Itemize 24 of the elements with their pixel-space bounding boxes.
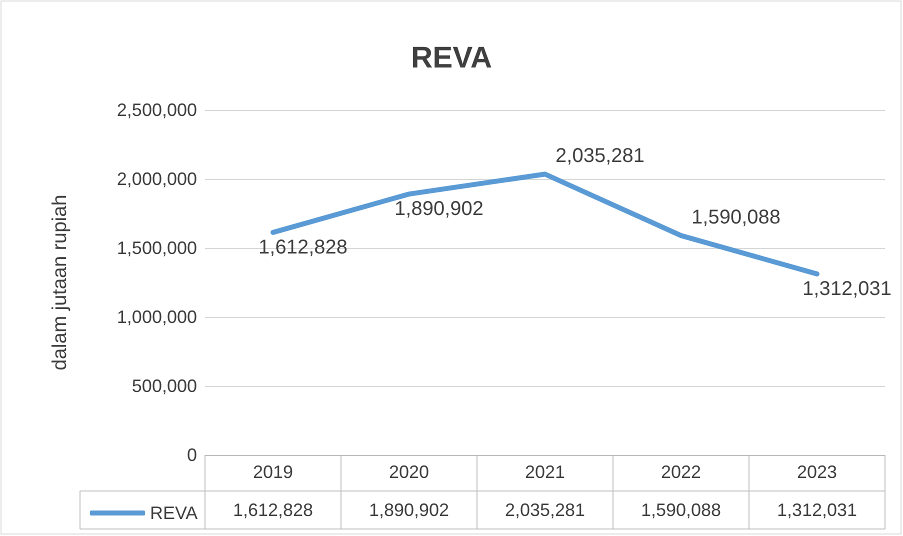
y-tick-label: 500,000 bbox=[132, 376, 197, 396]
x-tick-label: 2021 bbox=[524, 462, 566, 482]
x-tick-label: 2023 bbox=[796, 462, 838, 482]
text: 1,612,828 bbox=[258, 236, 348, 258]
y-tick-label: 1,000,000 bbox=[116, 307, 197, 327]
data-label: 1,312,031 bbox=[776, 500, 858, 520]
chart-title: REVA bbox=[410, 42, 492, 74]
data-label: 1,612,828 bbox=[232, 500, 314, 520]
text: 1,890,902 bbox=[394, 198, 484, 220]
y-tick-label: 0 bbox=[186, 445, 197, 465]
x-tick-label: 2019 bbox=[252, 462, 294, 482]
x-tick-label: 2022 bbox=[660, 462, 702, 482]
text: 2,035,281 bbox=[556, 145, 644, 168]
data-label: 1,590,088 bbox=[640, 500, 722, 520]
data-label: 1,890,902 bbox=[368, 500, 450, 520]
text: 1,312,031 bbox=[802, 278, 892, 300]
y-axis-title: dalam jutaan rupiah bbox=[49, 194, 71, 370]
legend-label: REVA bbox=[150, 503, 198, 523]
y-tick-label: 2,000,000 bbox=[116, 169, 197, 189]
data-label: 2,035,281 bbox=[504, 500, 586, 520]
y-tick-label: 1,500,000 bbox=[116, 238, 197, 258]
text: 1,590,088 bbox=[692, 206, 780, 229]
y-tick-label: 2,500,000 bbox=[116, 100, 197, 120]
x-tick-label: 2020 bbox=[388, 462, 430, 482]
